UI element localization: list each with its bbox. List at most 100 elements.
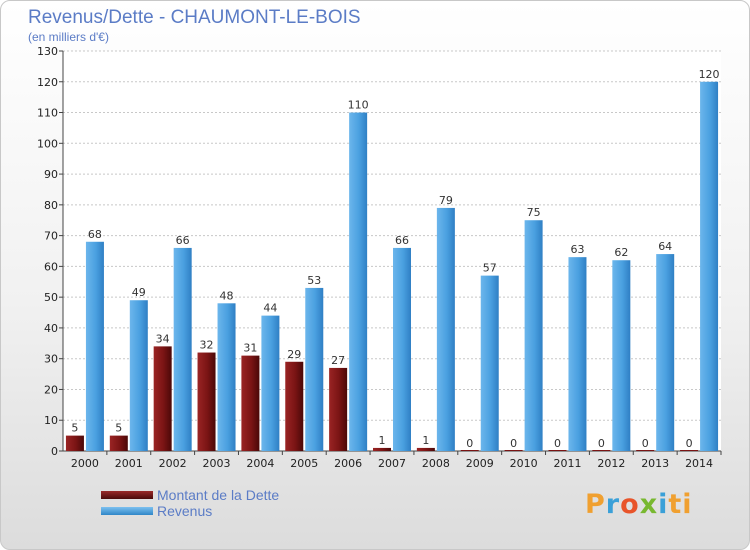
logo-letter: x [639, 489, 659, 520]
x-tick-label: 2010 [510, 457, 538, 470]
bar-revenus [436, 207, 455, 451]
bar-dette [460, 450, 479, 451]
x-tick-label: 2013 [641, 457, 669, 470]
bar-revenus [261, 315, 280, 451]
data-label-dette: 5 [115, 422, 122, 435]
data-label-revenus: 44 [263, 302, 277, 315]
bar-dette [680, 450, 699, 451]
bar-revenus [85, 241, 104, 451]
plot-area [63, 51, 721, 451]
bar-revenus [173, 247, 192, 451]
legend-swatch-revenus [101, 507, 153, 515]
y-tick-label: 20 [44, 383, 58, 396]
data-label-dette: 0 [642, 437, 649, 450]
y-tick-label: 0 [51, 445, 58, 458]
x-tick-label: 2004 [246, 457, 274, 470]
bar-dette [197, 352, 216, 451]
bar-dette [65, 435, 84, 451]
data-label-dette: 34 [156, 332, 170, 345]
bar-dette [373, 447, 391, 451]
y-tick-label: 10 [44, 414, 58, 427]
y-tick-label: 30 [44, 353, 58, 366]
x-tick-label: 2011 [553, 457, 581, 470]
bar-dette [416, 447, 435, 451]
data-label-dette: 0 [510, 437, 517, 450]
bar-dette [241, 355, 260, 451]
data-label-revenus: 62 [614, 246, 628, 259]
bar-revenus [305, 287, 324, 451]
y-tick-label: 120 [37, 76, 58, 89]
bar-revenus [480, 275, 499, 451]
proxiti-logo: Proxiti [585, 489, 693, 520]
bar-dette [285, 361, 304, 451]
data-label-dette: 0 [598, 437, 605, 450]
y-tick-label: 60 [44, 260, 58, 273]
logo-letter: i [658, 489, 669, 520]
bar-revenus [217, 303, 236, 451]
data-label-dette: 29 [287, 348, 301, 361]
chart-subtitle: (en milliers d'€) [28, 30, 109, 44]
bar-revenus [568, 257, 587, 451]
y-tick-label: 110 [37, 107, 58, 120]
x-tick-label: 2001 [115, 457, 143, 470]
legend-label-dette: Montant de la Dette [157, 487, 280, 503]
x-tick-label: 2003 [203, 457, 231, 470]
x-tick-label: 2002 [159, 457, 187, 470]
data-label-revenus: 49 [132, 286, 146, 299]
logo-letter: P [585, 489, 606, 520]
x-tick-label: 2007 [378, 457, 406, 470]
data-label-revenus: 48 [220, 289, 234, 302]
legend-label-revenus: Revenus [157, 503, 213, 519]
legend-item-dette: Montant de la Dette [101, 487, 279, 503]
bar-dette [153, 346, 172, 451]
bar-dette [636, 450, 655, 451]
data-label-revenus: 75 [527, 206, 541, 219]
logo-letter: r [605, 489, 621, 520]
x-tick-label: 2009 [466, 457, 494, 470]
legend-item-revenus: Revenus [101, 503, 279, 519]
x-tick-label: 2014 [685, 457, 713, 470]
data-label-revenus: 64 [658, 240, 672, 253]
chart-title: Revenus/Dette - CHAUMONT-LE-BOIS [28, 7, 361, 28]
data-label-revenus: 79 [439, 194, 453, 207]
data-label-dette: 31 [243, 342, 257, 355]
data-label-revenus: 120 [699, 68, 720, 81]
data-label-dette: 0 [554, 437, 561, 450]
data-label-dette: 5 [71, 422, 78, 435]
data-label-revenus: 68 [88, 228, 102, 241]
x-tick-label: 2005 [290, 457, 318, 470]
bar-dette [592, 450, 611, 451]
data-label-dette: 1 [422, 434, 429, 447]
data-label-revenus: 57 [483, 262, 497, 275]
legend-swatch-dette [101, 491, 153, 499]
x-tick-label: 2000 [71, 457, 99, 470]
data-label-revenus: 53 [307, 274, 321, 287]
data-label-dette: 0 [466, 437, 473, 450]
bar-dette [504, 450, 523, 451]
y-tick-label: 40 [44, 322, 58, 335]
data-label-dette: 1 [379, 434, 386, 447]
data-label-revenus: 63 [570, 243, 584, 256]
bar-revenus [612, 260, 631, 451]
bar-revenus [393, 247, 411, 451]
bar-dette [109, 435, 128, 451]
x-tick-label: 2008 [422, 457, 450, 470]
x-tick-label: 2012 [597, 457, 625, 470]
x-tick-label: 2006 [334, 457, 362, 470]
data-label-revenus: 110 [348, 99, 369, 112]
y-tick-label: 70 [44, 230, 58, 243]
y-tick-label: 130 [37, 45, 58, 58]
y-tick-label: 50 [44, 291, 58, 304]
bar-revenus [700, 81, 719, 452]
y-tick-label: 90 [44, 168, 58, 181]
legend: Montant de la Dette Revenus [101, 487, 279, 519]
logo-letter: o [620, 489, 640, 520]
data-label-revenus: 66 [176, 234, 190, 247]
logo-letter: ti [668, 489, 693, 520]
y-tick-label: 80 [44, 199, 58, 212]
data-label-dette: 0 [686, 437, 693, 450]
data-label-revenus: 66 [395, 234, 409, 247]
bar-revenus [129, 300, 148, 451]
